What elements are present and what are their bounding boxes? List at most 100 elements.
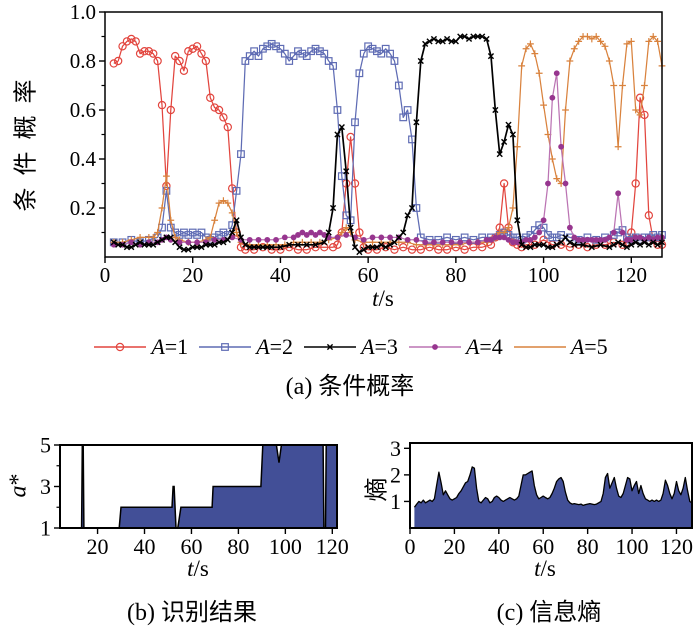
legend-item-A=4: A=4 [407, 334, 503, 360]
dot-marker-icon [488, 236, 494, 243]
plus-marker-icon [641, 82, 648, 89]
circle-marker-icon [149, 49, 158, 58]
dot-marker-icon [527, 236, 534, 243]
x-tick-label: 0 [405, 534, 416, 559]
square-marker-icon [412, 204, 421, 212]
dot-marker-icon [584, 236, 591, 243]
x-marker-icon [395, 234, 402, 241]
x-marker-icon [110, 239, 117, 246]
x-marker-icon [632, 239, 639, 246]
series-A=2 [109, 39, 666, 247]
plus-marker-icon [627, 38, 635, 45]
y-tick-label: 0.2 [70, 196, 96, 220]
plus-marker-icon [136, 234, 144, 241]
x-marker-icon [553, 241, 560, 248]
x-marker-icon [505, 121, 512, 128]
plus-marker-icon [570, 45, 578, 53]
circle-marker-icon [381, 242, 390, 252]
legend-label-value: =5 [584, 334, 608, 359]
x-marker-icon [220, 239, 227, 246]
x-marker-icon [628, 241, 635, 248]
x-marker-icon [641, 239, 648, 246]
dot-marker-icon [632, 234, 639, 241]
dot-marker-icon [549, 94, 556, 101]
x-marker-icon [487, 53, 495, 60]
x-marker-icon [571, 241, 578, 248]
square-marker-icon [250, 47, 259, 56]
square-marker-icon [386, 49, 394, 58]
dot-marker-icon [571, 234, 578, 241]
x-marker-icon [461, 33, 468, 40]
x-marker-icon [479, 33, 486, 40]
square-marker-icon [351, 118, 359, 127]
square-marker-icon [460, 233, 469, 242]
y-tick-label: 2 [390, 462, 401, 487]
plus-marker-icon [158, 204, 166, 212]
circle-marker-icon [188, 44, 197, 53]
x-tick-label: 20 [182, 263, 203, 287]
series-A=3 [110, 33, 666, 256]
x-marker-icon [645, 241, 652, 248]
dot-marker-icon [553, 70, 560, 77]
circle-marker-icon [565, 242, 575, 252]
x-axis-variable: t [372, 286, 379, 311]
plus-marker-icon [505, 224, 512, 231]
series-A=5 [110, 33, 666, 249]
square-marker-icon [377, 49, 386, 58]
square-marker-icon [280, 49, 289, 58]
dot-marker-icon [457, 239, 464, 246]
x-tick-label: 100 [269, 534, 302, 559]
dot-marker-icon [615, 190, 622, 197]
dot-marker-icon [321, 232, 328, 238]
x-marker-icon [606, 244, 613, 251]
legend-label-A=1: A=1 [151, 334, 188, 360]
x-marker-icon [351, 244, 359, 251]
circle-marker-icon [131, 37, 140, 46]
x-marker-icon [329, 204, 337, 212]
dot-marker-icon [597, 236, 604, 243]
plus-marker-icon [206, 234, 214, 241]
x-marker-icon [514, 217, 521, 224]
plus-marker-icon [645, 38, 653, 45]
x-marker-icon [413, 119, 420, 126]
x-axis-label-b: t/s [98, 556, 298, 582]
series-line [113, 38, 662, 251]
legend-swatch-A=3 [304, 343, 357, 351]
x-marker-icon [650, 239, 657, 246]
square-marker-icon [548, 233, 557, 242]
x-marker-icon [386, 241, 394, 248]
entropy-outline [413, 466, 693, 508]
dot-marker-icon [540, 217, 547, 224]
square-marker-icon [237, 150, 245, 159]
x-marker-icon [483, 35, 490, 43]
x-marker-icon [172, 239, 179, 246]
legend-label-A=4: A=4 [466, 334, 503, 360]
series-line [113, 35, 663, 246]
circle-marker-icon [434, 245, 443, 254]
x-marker-icon [400, 229, 407, 236]
circle-marker-icon [477, 242, 487, 252]
plus-marker-icon [654, 38, 662, 45]
series-line [113, 43, 663, 243]
square-marker-icon [276, 44, 285, 53]
y-tick-label: 1 [40, 515, 51, 540]
legend-swatch-A=2 [199, 343, 252, 351]
circle-marker-icon [210, 103, 219, 112]
dot-marker-icon [531, 234, 538, 241]
plus-marker-icon [623, 40, 631, 48]
dot-marker-icon [610, 229, 617, 236]
x-marker-icon [549, 244, 556, 251]
series-line [113, 35, 663, 253]
circle-marker-icon [140, 47, 149, 56]
square-marker-icon [355, 69, 364, 78]
legend-label-variable: A [361, 334, 375, 359]
dot-marker-icon [303, 232, 310, 238]
square-marker-icon [285, 57, 294, 65]
plus-marker-icon [171, 234, 179, 241]
x-marker-icon [509, 131, 516, 138]
dot-marker-icon [264, 236, 271, 243]
caption-a: (a) 条件概率 [285, 374, 415, 400]
plus-marker-icon [649, 33, 657, 40]
legend-label-variable: A [151, 334, 165, 359]
x-marker-icon [154, 239, 161, 246]
